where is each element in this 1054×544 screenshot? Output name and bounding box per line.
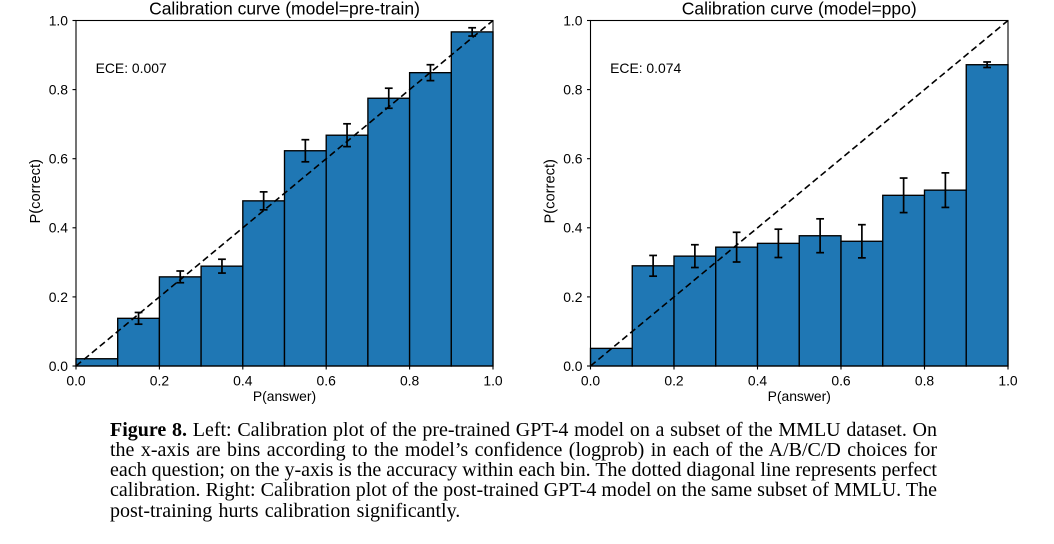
svg-text:ECE: 0.007: ECE: 0.007 — [96, 60, 167, 76]
svg-text:1.0: 1.0 — [563, 12, 583, 28]
svg-text:0.8: 0.8 — [400, 373, 420, 389]
svg-text:1.0: 1.0 — [49, 12, 69, 28]
svg-text:0.0: 0.0 — [563, 358, 583, 374]
svg-text:P(answer): P(answer) — [253, 388, 316, 404]
svg-text:P(correct): P(correct) — [543, 159, 559, 223]
svg-text:0.4: 0.4 — [233, 373, 253, 389]
svg-text:Calibration curve (model=ppo): Calibration curve (model=ppo) — [682, 0, 917, 18]
svg-text:0.6: 0.6 — [317, 373, 337, 389]
svg-text:0.6: 0.6 — [563, 151, 583, 167]
svg-text:Calibration curve (model=pre-t: Calibration curve (model=pre-train) — [149, 0, 420, 18]
svg-text:P(correct): P(correct) — [28, 159, 44, 223]
svg-text:0.2: 0.2 — [664, 373, 684, 389]
svg-text:0.0: 0.0 — [66, 373, 86, 389]
svg-text:0.8: 0.8 — [915, 373, 935, 389]
svg-text:0.4: 0.4 — [563, 220, 583, 236]
svg-text:0.4: 0.4 — [748, 373, 768, 389]
svg-text:0.6: 0.6 — [49, 151, 69, 167]
svg-text:0.6: 0.6 — [831, 373, 851, 389]
svg-text:0.2: 0.2 — [49, 289, 69, 305]
svg-text:0.0: 0.0 — [581, 373, 601, 389]
svg-text:0.8: 0.8 — [49, 82, 69, 98]
svg-text:1.0: 1.0 — [998, 373, 1018, 389]
svg-text:0.2: 0.2 — [563, 289, 583, 305]
svg-text:0.0: 0.0 — [49, 358, 69, 374]
svg-text:P(answer): P(answer) — [768, 388, 831, 404]
svg-text:ECE: 0.074: ECE: 0.074 — [610, 60, 681, 76]
svg-text:0.4: 0.4 — [49, 220, 69, 236]
svg-text:0.2: 0.2 — [150, 373, 170, 389]
svg-text:0.8: 0.8 — [563, 82, 583, 98]
svg-text:1.0: 1.0 — [483, 373, 503, 389]
